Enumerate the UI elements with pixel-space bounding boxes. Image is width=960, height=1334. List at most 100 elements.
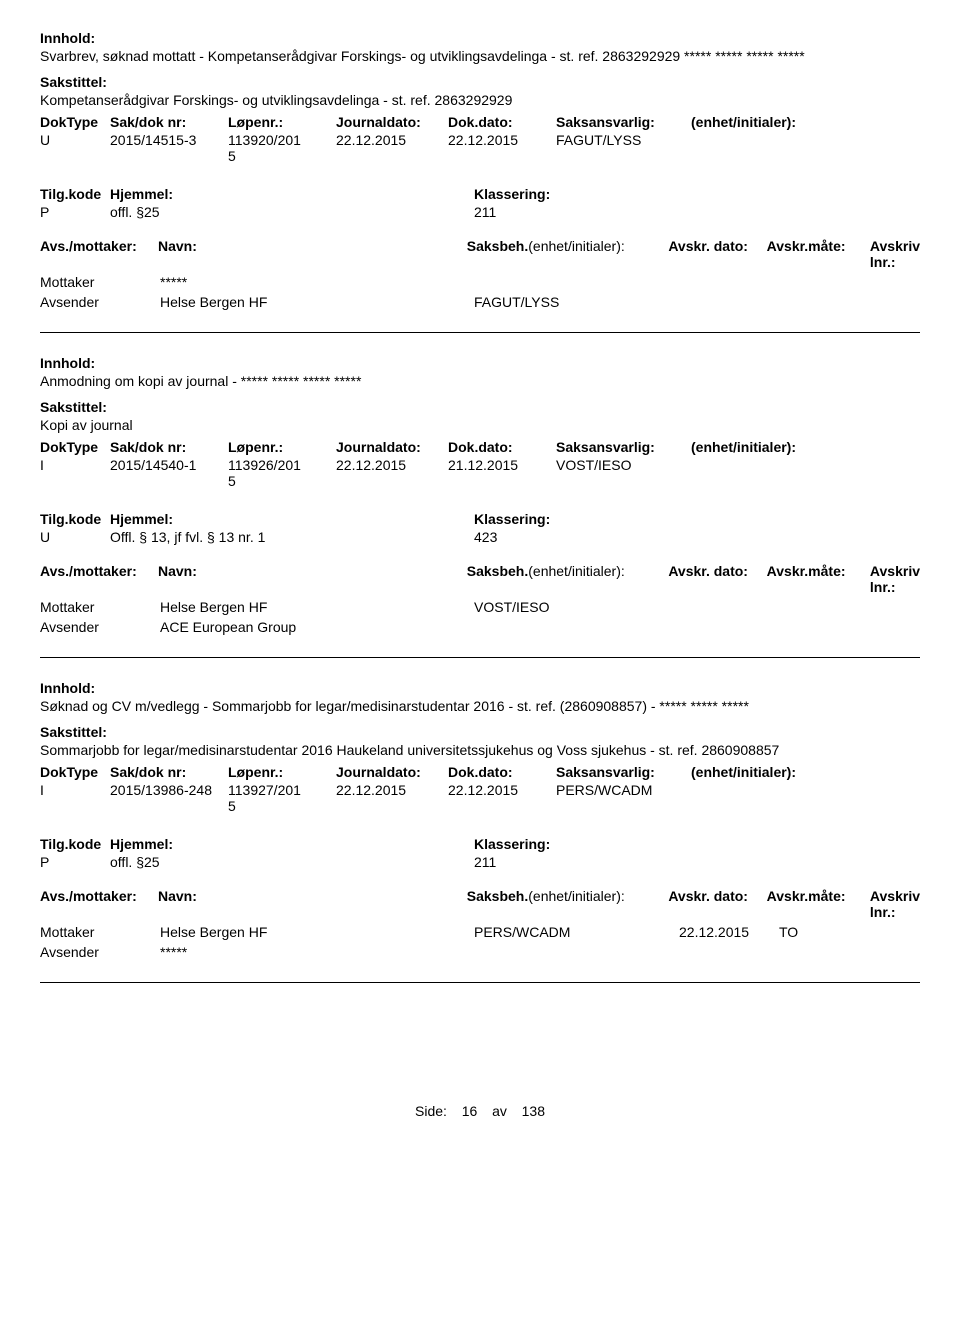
header-sakdoknr: Sak/dok nr: xyxy=(110,764,228,780)
header-avskriv-lnr: Avskriv lnr.: xyxy=(870,238,920,270)
journal-entry: Innhold: Anmodning om kopi av journal - … xyxy=(40,355,920,635)
sakdoknr-value: 2015/14540-1 xyxy=(110,457,228,489)
header-avsmottaker: Avs./mottaker: xyxy=(40,563,158,595)
sakstittel-label: Sakstittel: xyxy=(40,724,920,740)
header-journaldato: Journaldato: xyxy=(336,114,448,130)
tilg-header-row: Tilg.kode Hjemmel: Klassering: xyxy=(40,186,920,202)
header-avskr-mate: Avskr.måte: xyxy=(767,563,870,595)
header-saksansvarlig: Saksansvarlig: xyxy=(556,764,691,780)
header-navn: Navn: xyxy=(158,888,467,920)
party-avskr-mate xyxy=(779,294,884,310)
enhet-value xyxy=(691,132,920,164)
tilg-data-row: P offl. §25 211 xyxy=(40,854,920,870)
header-lopenr: Løpenr.: xyxy=(228,764,336,780)
tilg-data-row: U Offl. § 13, jf fvl. § 13 nr. 1 423 xyxy=(40,529,920,545)
header-tilgkode: Tilg.kode xyxy=(40,511,110,527)
party-navn: ***** xyxy=(160,274,474,290)
meta-header-row: DokType Sak/dok nr: Løpenr.: Journaldato… xyxy=(40,439,920,455)
party-row: Avsender Helse Bergen HF FAGUT/LYSS xyxy=(40,294,920,310)
tilgkode-value: U xyxy=(40,529,110,545)
party-navn: ACE European Group xyxy=(160,619,474,635)
doktype-value: U xyxy=(40,132,110,164)
entry-divider xyxy=(40,982,920,983)
party-avskr-dato: 22.12.2015 xyxy=(679,924,779,940)
saksansvarlig-value: VOST/IESO xyxy=(556,457,691,489)
party-row: Avsender ***** xyxy=(40,944,920,960)
sakdoknr-value: 2015/14515-3 xyxy=(110,132,228,164)
innhold-text: Anmodning om kopi av journal - ***** ***… xyxy=(40,373,920,389)
entry-divider xyxy=(40,657,920,658)
header-navn: Navn: xyxy=(158,238,467,270)
header-enhet: (enhet/initialer): xyxy=(691,439,920,455)
total-pages: 138 xyxy=(522,1103,545,1119)
innhold-label: Innhold: xyxy=(40,30,920,46)
header-lopenr: Løpenr.: xyxy=(228,439,336,455)
innhold-label: Innhold: xyxy=(40,680,920,696)
party-role: Avsender xyxy=(40,944,160,960)
tilgkode-value: P xyxy=(40,854,110,870)
klassering-value: 211 xyxy=(474,854,920,870)
header-saksbeh: Saksbeh.(enhet/initialer): xyxy=(467,563,669,595)
header-doktype: DokType xyxy=(40,764,110,780)
header-journaldato: Journaldato: xyxy=(336,764,448,780)
journal-entry: Innhold: Svarbrev, søknad mottatt - Komp… xyxy=(40,30,920,310)
header-tilgkode: Tilg.kode xyxy=(40,186,110,202)
dokdato-value: 22.12.2015 xyxy=(448,132,556,164)
page-footer: Side: 16 av 138 xyxy=(40,1103,920,1119)
innhold-text: Søknad og CV m/vedlegg - Sommarjobb for … xyxy=(40,698,920,714)
header-hjemmel: Hjemmel: xyxy=(110,511,474,527)
sakdoknr-value: 2015/13986-248 xyxy=(110,782,228,814)
party-avskr-mate xyxy=(779,599,884,615)
party-saksbeh: PERS/WCADM xyxy=(474,924,679,940)
header-dokdato: Dok.dato: xyxy=(448,764,556,780)
party-role: Avsender xyxy=(40,294,160,310)
avs-header-row: Avs./mottaker: Navn: Saksbeh.(enhet/init… xyxy=(40,238,920,270)
header-hjemmel: Hjemmel: xyxy=(110,186,474,202)
party-saksbeh xyxy=(474,274,679,290)
hjemmel-value: Offl. § 13, jf fvl. § 13 nr. 1 xyxy=(110,529,474,545)
journaldato-value: 22.12.2015 xyxy=(336,782,448,814)
hjemmel-value: offl. §25 xyxy=(110,204,474,220)
header-navn: Navn: xyxy=(158,563,467,595)
header-dokdato: Dok.dato: xyxy=(448,114,556,130)
doktype-value: I xyxy=(40,457,110,489)
av-label: av xyxy=(492,1103,507,1119)
party-avskr-dato xyxy=(679,619,779,635)
sakstittel-label: Sakstittel: xyxy=(40,399,920,415)
header-avskriv-lnr: Avskriv lnr.: xyxy=(870,888,920,920)
header-avskr-dato: Avskr. dato: xyxy=(668,238,766,270)
party-saksbeh: FAGUT/LYSS xyxy=(474,294,679,310)
header-avskriv-lnr: Avskriv lnr.: xyxy=(870,563,920,595)
party-avskr-mate xyxy=(779,944,884,960)
meta-header-row: DokType Sak/dok nr: Løpenr.: Journaldato… xyxy=(40,114,920,130)
journaldato-value: 22.12.2015 xyxy=(336,132,448,164)
header-journaldato: Journaldato: xyxy=(336,439,448,455)
header-saksbeh: Saksbeh.(enhet/initialer): xyxy=(467,238,669,270)
header-doktype: DokType xyxy=(40,114,110,130)
party-role: Mottaker xyxy=(40,599,160,615)
innhold-label: Innhold: xyxy=(40,355,920,371)
header-sakdoknr: Sak/dok nr: xyxy=(110,114,228,130)
header-klassering: Klassering: xyxy=(474,836,920,852)
header-klassering: Klassering: xyxy=(474,511,920,527)
meta-data-row: I 2015/14540-1 113926/201 5 22.12.2015 2… xyxy=(40,457,920,489)
journaldato-value: 22.12.2015 xyxy=(336,457,448,489)
header-saksansvarlig: Saksansvarlig: xyxy=(556,114,691,130)
side-label: Side: xyxy=(415,1103,447,1119)
party-saksbeh xyxy=(474,944,679,960)
enhet-value xyxy=(691,457,920,489)
party-role: Avsender xyxy=(40,619,160,635)
header-tilgkode: Tilg.kode xyxy=(40,836,110,852)
meta-data-row: U 2015/14515-3 113920/201 5 22.12.2015 2… xyxy=(40,132,920,164)
party-navn: Helse Bergen HF xyxy=(160,924,474,940)
lopenr-value: 113927/201 5 xyxy=(228,782,336,814)
header-doktype: DokType xyxy=(40,439,110,455)
entry-divider xyxy=(40,332,920,333)
klassering-value: 211 xyxy=(474,204,920,220)
party-avskr-mate xyxy=(779,274,884,290)
party-navn: Helse Bergen HF xyxy=(160,294,474,310)
meta-header-row: DokType Sak/dok nr: Løpenr.: Journaldato… xyxy=(40,764,920,780)
party-avskr-dato xyxy=(679,274,779,290)
dokdato-value: 22.12.2015 xyxy=(448,782,556,814)
party-role: Mottaker xyxy=(40,274,160,290)
